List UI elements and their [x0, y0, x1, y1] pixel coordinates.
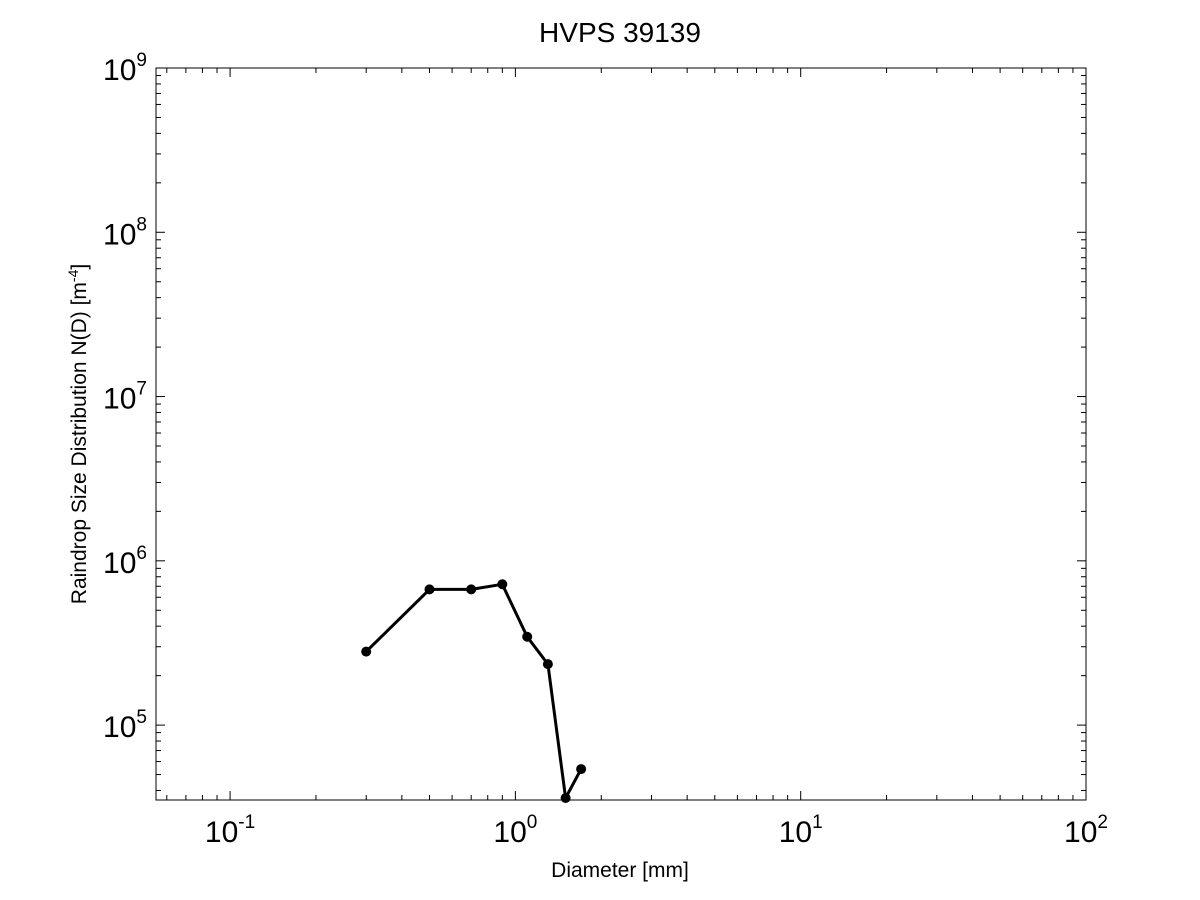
data-point: [466, 584, 477, 595]
y-axis-tick-labels: 105 106 107 108 109: [103, 50, 147, 744]
data-point: [522, 631, 533, 642]
y-axis-label-exponent: -4: [65, 269, 81, 282]
x-tick-label: 101: [779, 812, 823, 849]
data-point: [542, 659, 553, 670]
y-tick-label: 108: [103, 214, 147, 251]
data-point: [424, 584, 435, 595]
data-point: [560, 792, 571, 803]
chart-title: HVPS 39139: [539, 17, 701, 48]
plot-area-frame: [155, 67, 1087, 801]
y-axis-label-main: Raindrop Size Distribution N(D) [m: [68, 282, 91, 604]
x-tick-label: 102: [1064, 812, 1108, 849]
x-axis-label: Diameter [mm]: [551, 859, 689, 882]
y-tick-label: 109: [103, 50, 147, 87]
x-tick-label: 10-1: [205, 812, 255, 849]
data-point: [576, 764, 587, 775]
data-point: [497, 579, 508, 590]
x-tick-label: 100: [493, 812, 537, 849]
x-axis-ticks: [166, 68, 1087, 800]
y-tick-label: 107: [103, 379, 147, 416]
series-layer: [361, 579, 587, 803]
data-point: [361, 646, 372, 657]
x-axis-tick-labels: 10-1 100 101 102: [205, 812, 1108, 849]
y-axis-label: Raindrop Size Distribution N(D) [m-4]: [65, 264, 91, 604]
y-tick-label: 105: [103, 707, 147, 744]
y-axis-label-suffix: ]: [68, 264, 91, 270]
y-axis-ticks: [156, 67, 1086, 791]
y-tick-label: 106: [103, 543, 147, 580]
series-line: [365, 582, 583, 800]
